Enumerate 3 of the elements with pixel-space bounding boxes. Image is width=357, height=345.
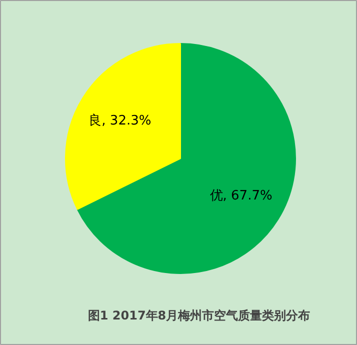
slice-label: 优, 67.7% [210,188,272,204]
text: 图1 2017年8月梅州市空气质量类别分布 [88,308,310,322]
slice-label: 良, 32.3% [88,113,152,128]
